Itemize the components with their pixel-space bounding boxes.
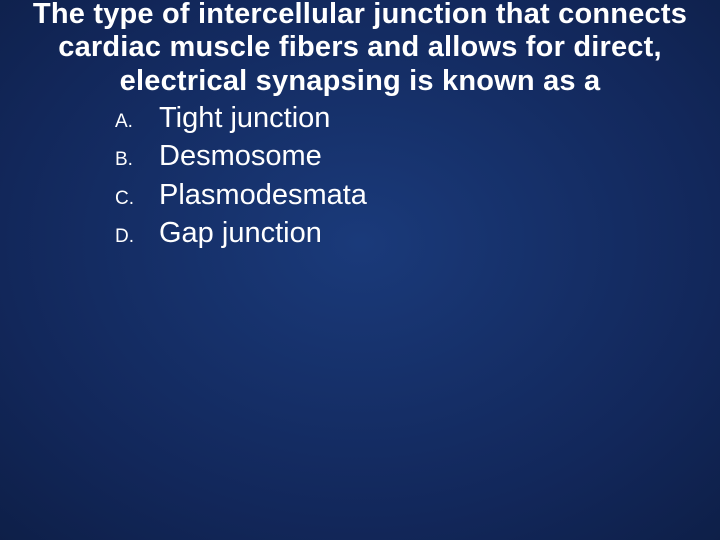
option-a: A. Tight junction: [115, 100, 720, 136]
question-title: The type of intercellular junction that …: [0, 0, 720, 100]
slide-container: The type of intercellular junction that …: [0, 0, 720, 538]
option-c: C. Plasmodesmata: [115, 177, 720, 213]
option-b: B. Desmosome: [115, 138, 720, 174]
option-text: Gap junction: [159, 215, 322, 251]
options-list: A. Tight junction B. Desmosome C. Plasmo…: [0, 100, 720, 251]
option-marker: C.: [115, 182, 159, 210]
option-text: Desmosome: [159, 138, 322, 174]
option-marker: B.: [115, 143, 159, 171]
option-marker: A.: [115, 105, 159, 133]
option-marker: D.: [115, 220, 159, 248]
option-d: D. Gap junction: [115, 215, 720, 251]
option-text: Tight junction: [159, 100, 330, 136]
option-text: Plasmodesmata: [159, 177, 367, 213]
